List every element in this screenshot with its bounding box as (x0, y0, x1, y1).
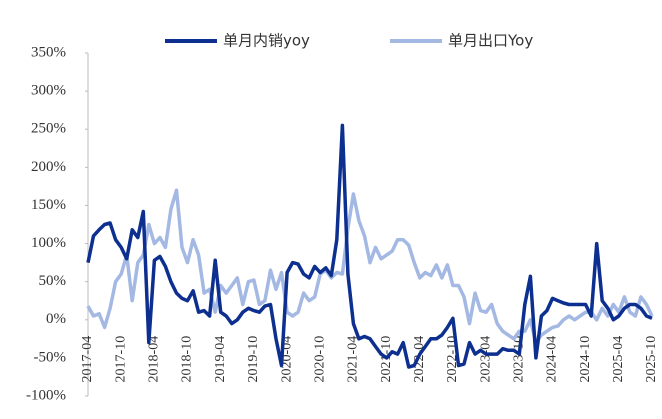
x-tick-label: 2023-04 (478, 336, 493, 383)
x-tick-label: 2017-04 (80, 336, 95, 383)
x-tick-label: 2019-10 (246, 336, 261, 383)
x-tick-label: 2023-10 (512, 336, 527, 383)
series-line (86, 188, 654, 345)
y-tick-label: 100% (31, 235, 66, 251)
y-tick-label: 250% (31, 121, 66, 137)
y-tick-label: -50% (34, 349, 67, 365)
x-tick-label: 2021-04 (346, 336, 361, 383)
legend-label: 单月出口Yoy (448, 32, 533, 50)
x-tick-label: 2017-10 (113, 336, 128, 383)
y-tick-label: 200% (31, 159, 66, 175)
y-tick-label: 300% (31, 83, 66, 99)
x-tick-label: 2022-04 (412, 336, 427, 383)
x-tick-label: 2024-10 (578, 336, 593, 383)
y-tick-label: 0% (46, 311, 66, 327)
x-tick-label: 2018-04 (147, 336, 162, 383)
y-tick-label: 150% (31, 197, 66, 213)
y-tick-label: -100% (26, 387, 66, 403)
legend-label: 单月内销yoy (223, 32, 310, 50)
series-line (86, 123, 653, 369)
x-tick-label: 2024-04 (545, 336, 560, 383)
y-tick-label: 50% (39, 273, 67, 289)
x-tick-label: 2018-10 (180, 336, 195, 383)
x-tick-label: 2025-04 (611, 336, 626, 383)
x-tick-label: 2019-04 (213, 336, 228, 383)
y-tick-label: 350% (31, 44, 66, 60)
x-tick-label: 2020-10 (312, 336, 327, 383)
x-tick-label: 2025-10 (644, 336, 659, 383)
